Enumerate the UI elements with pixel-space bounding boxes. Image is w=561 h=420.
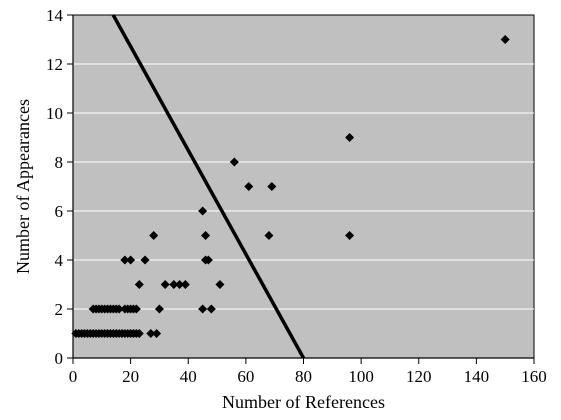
data-point bbox=[146, 329, 156, 338]
data-point bbox=[215, 280, 225, 289]
data-point bbox=[140, 255, 150, 265]
data-point bbox=[175, 280, 185, 289]
data-point bbox=[244, 182, 254, 191]
x-tick-label: 0 bbox=[69, 367, 78, 386]
plot-area bbox=[72, 14, 535, 359]
data-point bbox=[126, 255, 136, 265]
x-tick-label: 160 bbox=[521, 367, 547, 386]
data-point bbox=[154, 304, 164, 314]
data-point bbox=[201, 231, 211, 240]
data-point bbox=[267, 182, 277, 191]
data-point bbox=[203, 255, 213, 265]
x-tick-label: 140 bbox=[464, 367, 490, 386]
y-axis-label: Number of Appearances bbox=[13, 99, 33, 274]
y-tick-label: 4 bbox=[55, 251, 64, 270]
x-tick-label: 40 bbox=[180, 367, 197, 386]
x-tick-label: 80 bbox=[295, 367, 312, 386]
y-tick-label: 10 bbox=[46, 104, 63, 123]
x-tick-label: 20 bbox=[122, 367, 139, 386]
data-point bbox=[160, 280, 170, 289]
y-tick-label: 8 bbox=[55, 153, 64, 172]
data-point bbox=[345, 133, 355, 142]
x-axis-label: Number of References bbox=[222, 392, 385, 412]
data-point bbox=[198, 304, 208, 314]
x-tick-label: 60 bbox=[237, 367, 254, 386]
data-point bbox=[149, 231, 159, 240]
data-point bbox=[206, 304, 216, 314]
data-point bbox=[169, 280, 179, 289]
y-tick-label: 2 bbox=[55, 300, 64, 319]
y-tick-label: 12 bbox=[46, 55, 63, 74]
data-point bbox=[134, 280, 144, 289]
data-point bbox=[198, 206, 208, 216]
data-point bbox=[114, 304, 124, 314]
data-point bbox=[264, 231, 274, 240]
y-tick-label: 0 bbox=[55, 349, 64, 368]
data-points bbox=[71, 35, 510, 338]
data-point bbox=[152, 329, 162, 338]
data-point bbox=[345, 231, 355, 240]
data-point bbox=[229, 157, 239, 167]
data-point bbox=[180, 280, 190, 289]
x-tick-label: 100 bbox=[348, 367, 374, 386]
x-axis-ticks: 0 20 40 60 80 100 120 140 160 bbox=[69, 358, 547, 386]
data-point bbox=[131, 304, 141, 314]
y-tick-label: 6 bbox=[55, 202, 64, 221]
x-tick-label: 120 bbox=[406, 367, 432, 386]
grid-lines bbox=[73, 14, 534, 310]
y-axis-ticks: 0 2 4 6 8 10 12 14 bbox=[46, 6, 73, 368]
trend-line-layer bbox=[111, 14, 306, 359]
data-point bbox=[120, 255, 130, 265]
trend-line bbox=[111, 14, 306, 359]
data-point bbox=[134, 329, 144, 338]
y-tick-label: 14 bbox=[46, 6, 64, 25]
data-point bbox=[500, 35, 510, 44]
